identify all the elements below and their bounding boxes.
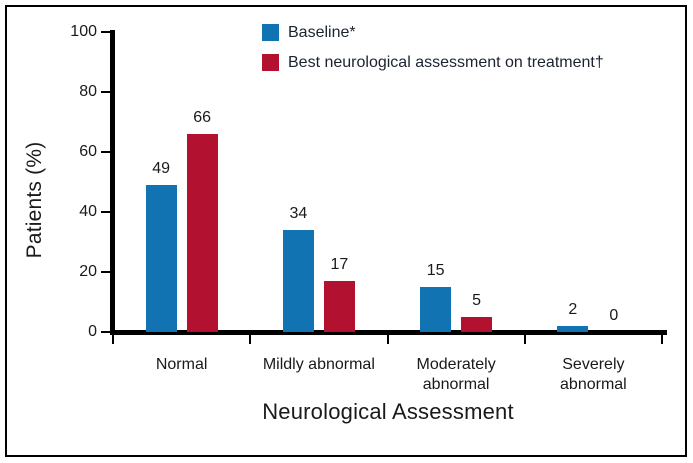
- x-tick-1: [249, 335, 252, 344]
- y-tick-label-0: 0: [88, 323, 97, 340]
- x-axis-line: [110, 330, 667, 335]
- legend-item-best-neurological-assessment-on-treatment: Best neurological assessment on treatmen…: [262, 54, 604, 71]
- bar-value-normal-0: 49: [152, 160, 171, 177]
- category-label-severely-abnormal: Severely abnormal: [560, 356, 627, 393]
- x-axis-title: Neurological Assessment: [262, 399, 514, 424]
- bar-baseline-mildly-abnormal: [282, 230, 314, 332]
- y-tick-0: [101, 331, 110, 333]
- x-tick-2: [386, 335, 389, 344]
- y-tick-label-60: 60: [79, 143, 97, 160]
- y-tick-20: [101, 271, 110, 273]
- y-tick-label-100: 100: [70, 23, 97, 40]
- y-tick-100: [101, 31, 110, 33]
- bar-value-normal-1: 66: [193, 109, 212, 126]
- bar-value-mildly-abnormal-0: 34: [289, 205, 308, 222]
- legend-label: Best neurological assessment on treatmen…: [288, 53, 604, 71]
- y-axis-title: Patients (%): [23, 141, 46, 259]
- category-label-mildly-abnormal: Mildly abnormal: [262, 356, 375, 373]
- legend-label: Baseline*: [288, 23, 356, 41]
- bar-baseline-normal: [145, 185, 177, 332]
- x-tick-4: [661, 335, 663, 344]
- y-tick-label-40: 40: [79, 203, 97, 220]
- bar-baseline-moderately-abnormal: [420, 287, 452, 332]
- legend-swatch-icon: [262, 54, 279, 71]
- bar-best-neurological-assessment-on-treatment-mildly-abnormal: [323, 281, 355, 332]
- y-tick-80: [101, 91, 110, 93]
- y-axis-line: [110, 30, 115, 335]
- bar-value-moderately-abnormal-1: 5: [472, 292, 482, 309]
- bar-value-mildly-abnormal-1: 17: [330, 256, 349, 273]
- x-tick-0: [112, 335, 114, 344]
- bar-best-neurological-assessment-on-treatment-moderately-abnormal: [461, 317, 493, 332]
- category-label-normal: Normal: [155, 356, 208, 373]
- y-tick-60: [101, 151, 110, 153]
- x-tick-3: [523, 335, 526, 344]
- bar-value-moderately-abnormal-0: 15: [426, 262, 445, 279]
- bar-best-neurological-assessment-on-treatment-normal: [186, 134, 218, 332]
- legend-swatch-icon: [262, 24, 279, 41]
- legend-item-baseline: Baseline*: [262, 24, 604, 41]
- bar-value-severely-abnormal-0: 2: [568, 301, 578, 318]
- y-tick-40: [101, 211, 110, 213]
- bar-baseline-severely-abnormal: [557, 326, 589, 332]
- y-tick-label-20: 20: [79, 263, 97, 280]
- y-tick-label-80: 80: [79, 83, 97, 100]
- category-label-moderately-abnormal: Moderately abnormal: [416, 356, 496, 393]
- legend: Baseline* Best neurological assessment on…: [262, 24, 604, 84]
- figure-border: [5, 5, 687, 457]
- bar-value-severely-abnormal-1: 0: [609, 307, 619, 324]
